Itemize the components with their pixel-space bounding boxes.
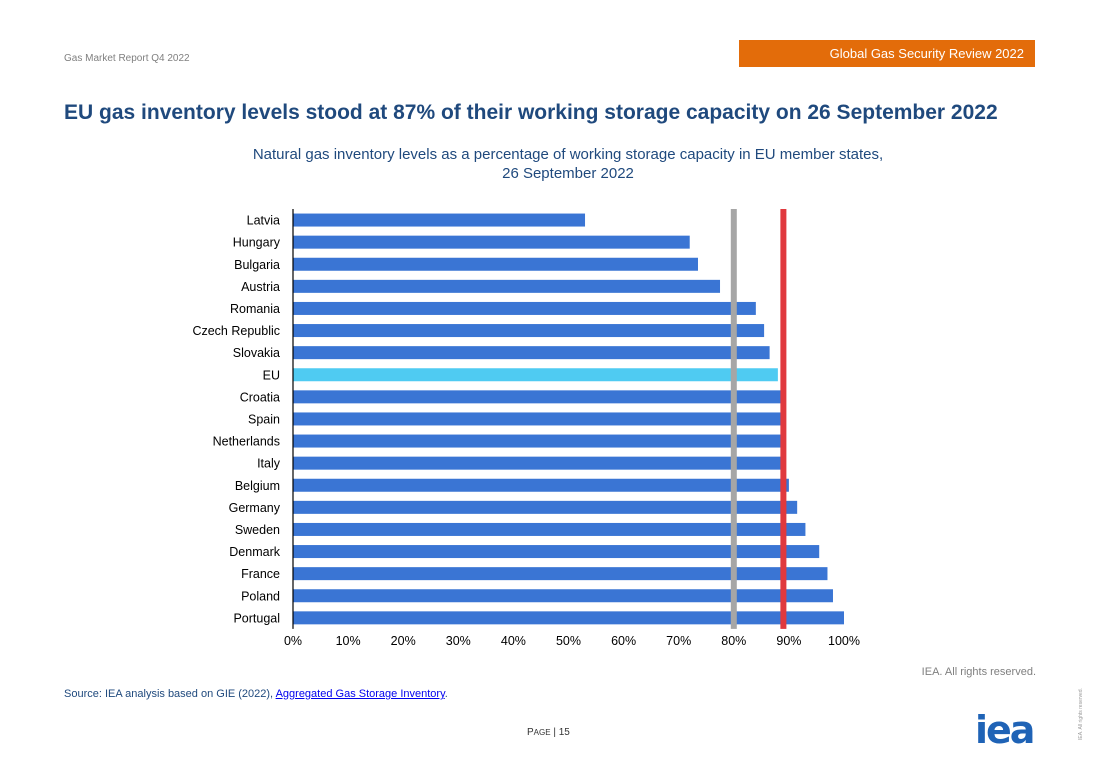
category-label: Sweden [235, 523, 280, 537]
source-link[interactable]: Aggregated Gas Storage Inventory [275, 688, 445, 700]
x-tick-label: 20% [391, 634, 416, 648]
rights-notice: IEA. All rights reserved. [921, 666, 1036, 678]
section-badge: Global Gas Security Review 2022 [739, 40, 1035, 67]
page-number-value: | 15 [553, 727, 570, 738]
page-number: PAGE | 15 [527, 727, 570, 738]
iea-logo: iea [975, 708, 1035, 752]
category-label: Austria [241, 280, 280, 294]
page-label-rest: AGE [533, 728, 551, 737]
vertical-rights-notice: IEA. All rights reserved. [1078, 688, 1084, 740]
bar-denmark [293, 545, 820, 559]
bar-italy [293, 456, 784, 470]
category-label: Hungary [233, 236, 281, 250]
bar-latvia [293, 213, 586, 227]
category-label: EU [263, 368, 280, 382]
category-label: Poland [241, 589, 280, 603]
report-name: Gas Market Report Q4 2022 [64, 53, 190, 64]
reference-line-1 [730, 209, 737, 629]
bar-poland [293, 589, 833, 603]
bar-croatia [293, 390, 781, 404]
category-label: France [241, 567, 280, 581]
chart-title-line1: Natural gas inventory levels as a percen… [252, 146, 884, 163]
category-label: Slovakia [233, 346, 280, 360]
category-label: Belgium [235, 479, 280, 493]
reference-line-2 [780, 209, 787, 629]
x-tick-label: 60% [611, 634, 636, 648]
bar-romania [293, 301, 756, 315]
category-label: Italy [257, 457, 281, 471]
source-note: Source: IEA analysis based on GIE (2022)… [64, 688, 448, 700]
source-suffix: . [444, 688, 448, 700]
x-tick-label: 0% [284, 634, 302, 648]
x-tick-label: 100% [828, 634, 860, 648]
page-title: EU gas inventory levels stood at 87% of … [64, 101, 998, 124]
category-label: Croatia [240, 390, 280, 404]
x-tick-label: 70% [666, 634, 691, 648]
x-tick-label: 50% [556, 634, 581, 648]
bar-hungary [293, 235, 690, 249]
category-label: Germany [229, 501, 281, 515]
chart-title: Natural gas inventory levels as a percen… [168, 145, 968, 183]
x-tick-label: 40% [501, 634, 526, 648]
bar-czech-republic [293, 324, 765, 338]
bar-austria [293, 279, 721, 293]
bar-slovakia [293, 346, 770, 360]
bar-eu [293, 368, 778, 382]
category-label: Portugal [233, 611, 280, 625]
category-label: Czech Republic [192, 324, 280, 338]
source-prefix: Source: IEA analysis based on GIE (2022)… [64, 688, 276, 700]
page-label-first: P [527, 727, 534, 738]
category-label: Bulgaria [234, 258, 280, 272]
x-tick-label: 10% [336, 634, 361, 648]
x-tick-label: 30% [446, 634, 471, 648]
bar-bulgaria [293, 257, 698, 271]
bar-belgium [293, 478, 789, 492]
bar-spain [293, 412, 784, 426]
category-label: Romania [230, 302, 280, 316]
category-label: Spain [248, 412, 280, 426]
bar-germany [293, 500, 798, 514]
bar-sweden [293, 522, 806, 536]
category-label: Netherlands [213, 435, 280, 449]
bar-france [293, 567, 828, 581]
bar-netherlands [293, 434, 784, 448]
category-label: Denmark [229, 545, 280, 559]
category-label: Latvia [247, 214, 280, 228]
chart-title-line2: 26 September 2022 [502, 165, 634, 182]
x-tick-label: 80% [721, 634, 746, 648]
x-tick-label: 90% [776, 634, 801, 648]
bar-portugal [293, 611, 844, 625]
